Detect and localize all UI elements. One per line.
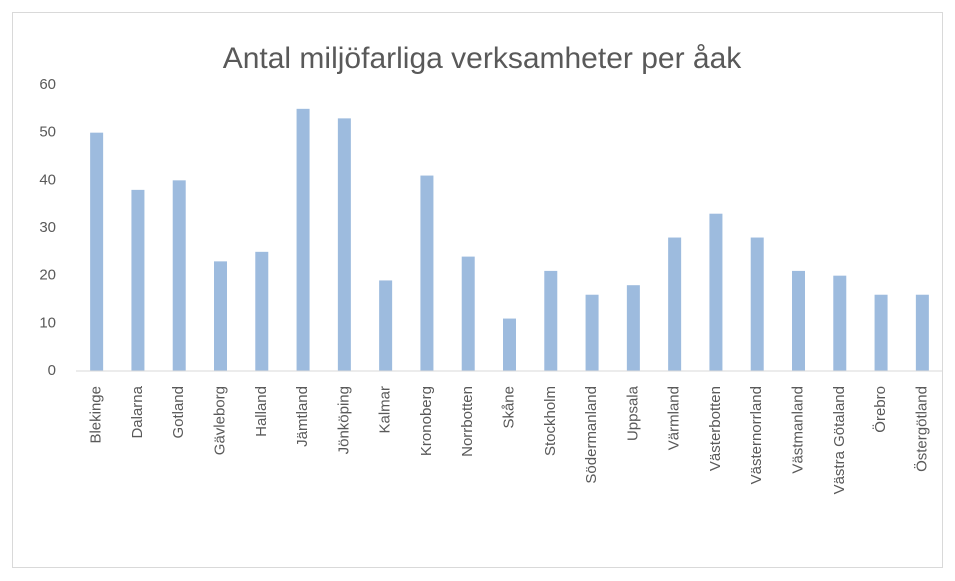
x-tick-label: Jönköping xyxy=(335,386,352,454)
y-tick-label: 20 xyxy=(39,267,56,284)
x-tick-label: Värmland xyxy=(666,386,683,450)
bar xyxy=(296,108,310,371)
bar xyxy=(874,294,888,371)
bar xyxy=(337,118,351,371)
bar xyxy=(90,132,104,371)
bar xyxy=(420,175,434,371)
bar xyxy=(750,237,764,371)
x-tick-label: Västernorrland xyxy=(748,386,765,484)
y-tick-label: 40 xyxy=(39,171,56,188)
bar xyxy=(668,237,682,371)
bar xyxy=(172,180,186,371)
x-tick-label: Kronoberg xyxy=(418,386,435,456)
x-tick-label: Västmanland xyxy=(789,386,806,474)
bar xyxy=(833,275,847,371)
bar xyxy=(915,294,929,371)
x-tick-label: Stockholm xyxy=(542,386,559,456)
x-tick-label: Halland xyxy=(253,386,270,437)
y-tick-label: 60 xyxy=(39,76,56,93)
bar xyxy=(131,189,145,371)
chart-border xyxy=(12,12,943,568)
x-tick-label: Västra Götaland xyxy=(831,386,848,494)
x-tick-label: Västerbotten xyxy=(707,386,724,471)
bar xyxy=(626,285,640,371)
x-tick-label: Södermanland xyxy=(583,386,600,484)
x-tick-label: Skåne xyxy=(500,386,517,429)
x-tick-label: Dalarna xyxy=(129,385,146,438)
bar xyxy=(585,294,599,371)
bar xyxy=(709,213,723,371)
bar xyxy=(214,261,227,371)
x-tick-label: Örebro xyxy=(871,386,889,433)
x-tick-label: Östergötland xyxy=(912,386,930,472)
bar xyxy=(379,280,393,371)
x-tick-label: Kalmar xyxy=(377,386,394,434)
bar xyxy=(544,270,558,371)
x-tick-label: Blekinge xyxy=(88,386,105,444)
y-tick-label: 30 xyxy=(39,219,56,236)
chart-title: Antal miljöfarliga verksamheter per åak xyxy=(223,42,743,75)
y-tick-label: 0 xyxy=(48,362,56,379)
y-tick-label: 50 xyxy=(39,124,56,141)
x-tick-label: Jämtland xyxy=(294,386,311,447)
x-tick-label: Norrbotten xyxy=(459,386,476,457)
x-tick-label: Gävleborg xyxy=(211,386,228,455)
bar xyxy=(461,256,475,371)
bar xyxy=(792,270,805,371)
x-tick-label: Uppsala xyxy=(624,385,641,441)
bar xyxy=(255,251,269,371)
bar xyxy=(503,318,516,371)
y-tick-label: 10 xyxy=(39,314,56,331)
x-tick-label: Gotland xyxy=(170,386,187,439)
